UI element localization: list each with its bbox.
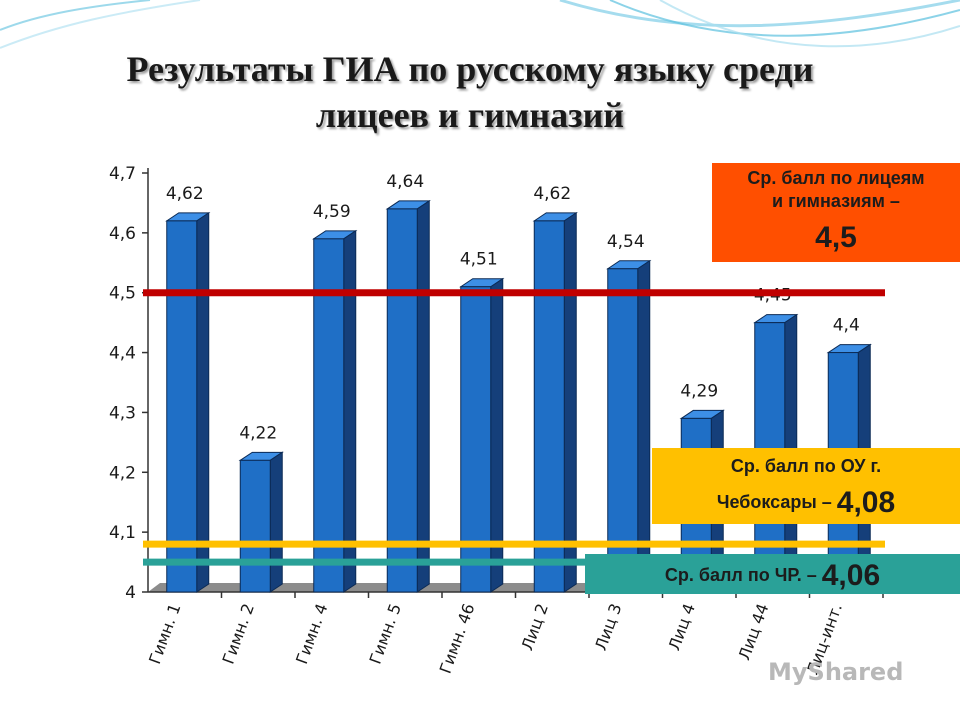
x-tick-label: Гимн. 2 <box>219 601 258 667</box>
y-tick-label: 4,3 <box>109 403 136 423</box>
y-tick-label: 4,2 <box>109 463 136 483</box>
callout-republic-value: 4,06 <box>821 559 881 592</box>
callout-republic-average: Ср. балл по ЧР. – 4,06 <box>585 554 960 594</box>
x-tick-label: Гимн. 1 <box>145 601 184 667</box>
title-line-2: лицеев и гимназий <box>315 95 625 135</box>
callout-city-average: Ср. балл по ОУ г. Чебоксары – 4,08 <box>652 448 960 524</box>
wave-top-right <box>559 0 960 28</box>
x-tick-label: Лиц 3 <box>591 601 625 653</box>
x-tick-label: Лиц 2 <box>518 601 552 653</box>
bar-side-face <box>196 211 210 593</box>
bar-side-face <box>416 199 430 593</box>
x-tick-label: Гимн. 5 <box>366 601 405 667</box>
callout-city-value: 4,08 <box>836 486 896 519</box>
bar-data-label: 4,62 <box>533 184 571 204</box>
bar <box>166 220 198 593</box>
bar-side-face <box>269 451 283 593</box>
wave-top-left <box>0 0 151 31</box>
bar-data-label: 4,51 <box>460 250 498 270</box>
page-title: Результаты ГИА по русскому языку среди л… <box>40 46 900 138</box>
bar-side-face <box>343 229 357 593</box>
bar <box>533 220 565 593</box>
bar <box>386 208 418 593</box>
callout-republic-line1: Ср. балл по ЧР. – <box>664 565 817 585</box>
y-tick-label: 4,1 <box>109 523 136 543</box>
bar-side-face <box>563 211 577 593</box>
x-tick-label: Лиц 4 <box>665 601 699 653</box>
callout-city-line2: Чебоксары – <box>716 492 832 512</box>
y-tick-label: 4,6 <box>109 224 136 244</box>
x-tick-label: Лиц 44 <box>735 601 773 663</box>
bar-data-label: 4,4 <box>833 316 860 336</box>
y-tick-label: 4,4 <box>109 344 136 364</box>
bar <box>313 238 345 593</box>
title-line-1: Результаты ГИА по русскому языку среди <box>126 49 814 89</box>
y-tick-label: 4,7 <box>109 164 136 184</box>
wave-top-right-3 <box>659 0 960 48</box>
bar <box>607 268 639 593</box>
callout-lyceums-value: 4,5 <box>815 221 857 254</box>
bar-data-label: 4,62 <box>166 184 204 204</box>
x-tick-label: Гимн. 46 <box>436 601 479 676</box>
bar-data-label: 4,29 <box>680 381 718 401</box>
callout-city-line1: Ср. балл по ОУ г. <box>730 456 882 476</box>
wave-top-right-2 <box>609 0 960 37</box>
y-tick-label: 4,5 <box>109 284 136 304</box>
bar-data-label: 4,64 <box>386 172 424 192</box>
callout-lyceums-average: Ср. балл по лицеям и гимназиям – 4,5 <box>712 163 960 262</box>
wave-top-left-2 <box>0 0 201 49</box>
bar-data-label: 4,59 <box>313 202 351 222</box>
y-tick-label: 4 <box>125 583 136 603</box>
callout-lyceums-line1: Ср. балл по лицеям <box>747 168 925 188</box>
watermark: MyShared <box>768 658 904 686</box>
bar-data-label: 4,22 <box>239 423 277 443</box>
callout-lyceums-line2: и гимназиям – <box>772 191 900 211</box>
bar-data-label: 4,54 <box>607 232 645 252</box>
x-tick-label: Гимн. 4 <box>292 601 331 667</box>
bar <box>239 459 271 593</box>
